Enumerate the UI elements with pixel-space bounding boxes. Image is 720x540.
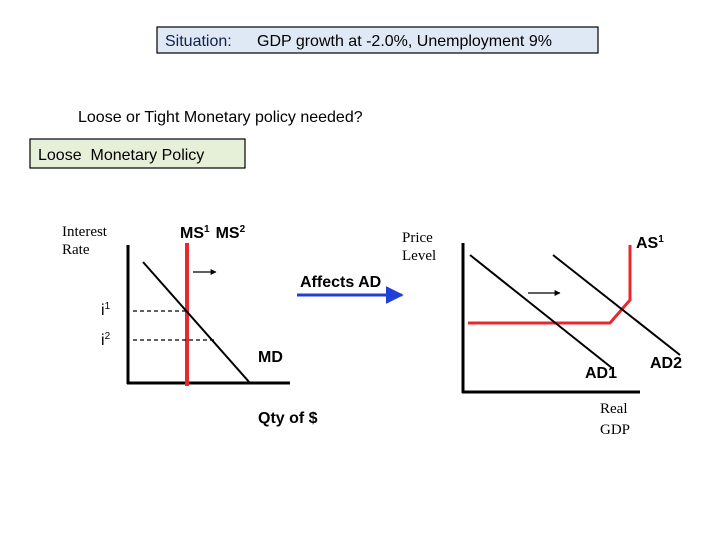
ms-sup: 1 [204, 224, 210, 235]
md-label: MD [258, 349, 283, 366]
as-base: AS [636, 235, 659, 252]
ad-label: AD1 [585, 365, 617, 382]
ms-sup: 2 [240, 224, 246, 235]
rate-label: i2 [101, 331, 111, 349]
rate-label: i1 [101, 301, 111, 319]
md-curve [142, 261, 251, 384]
rate-base: i [101, 332, 105, 349]
y-axis-label: Interest [62, 224, 108, 240]
y-axis-label: Rate [62, 242, 90, 258]
answer: Loose Monetary Policy [38, 147, 204, 164]
ad-curve [469, 254, 613, 369]
x-axis-label: GDP [600, 422, 630, 438]
ms-label: MS1 MS2 [180, 224, 246, 242]
link-label: Affects AD [300, 274, 381, 291]
rate-sup: 1 [105, 301, 111, 312]
as-curve [468, 245, 632, 325]
rate-base: i [101, 302, 105, 319]
ad-curve [552, 254, 681, 356]
answer-box [29, 138, 246, 169]
ms-base: MS [216, 225, 240, 242]
situation-label: Situation: [165, 33, 232, 50]
x-axis-label: Qty of $ [258, 410, 318, 427]
x-axis-label: Real [600, 401, 628, 417]
as-label: AS1 [636, 234, 664, 252]
y-axis-label: Price [402, 230, 433, 246]
ms-base: MS [180, 225, 204, 242]
situation-box [156, 26, 599, 54]
question: Loose or Tight Monetary policy needed? [78, 109, 363, 126]
situation-text: GDP growth at -2.0%, Unemployment 9% [257, 33, 552, 50]
y-axis-label: Level [402, 248, 436, 264]
rate-sup: 2 [105, 331, 111, 342]
ad-label: AD2 [650, 355, 682, 372]
as-sup: 1 [658, 234, 664, 245]
